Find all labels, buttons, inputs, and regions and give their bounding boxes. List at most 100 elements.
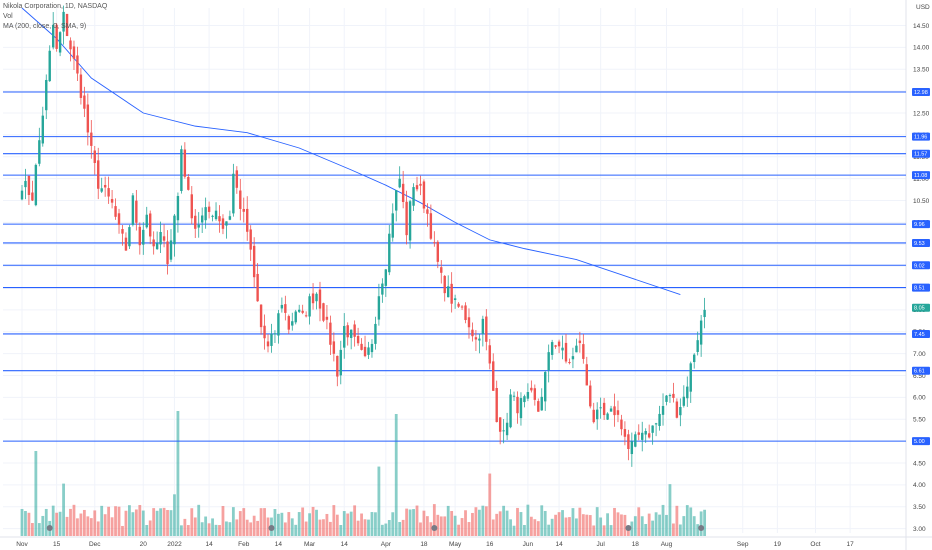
volume-bar bbox=[41, 515, 45, 536]
candle-body bbox=[83, 95, 86, 109]
candle-body bbox=[658, 413, 661, 426]
candle-body bbox=[280, 304, 284, 309]
volume-bar bbox=[678, 524, 682, 536]
candle-body bbox=[103, 184, 107, 188]
candle-body bbox=[512, 395, 516, 397]
candle-body bbox=[440, 267, 443, 273]
volume-bar bbox=[377, 466, 381, 536]
volume-bar bbox=[471, 512, 474, 536]
level-tag-bg bbox=[912, 238, 930, 247]
volume-bar bbox=[419, 522, 422, 536]
symbol-title[interactable]: Nikola Corporation, 1D, NASDAQ bbox=[3, 3, 108, 10]
split-marker-icon bbox=[46, 525, 53, 531]
level-price-tag: 9.96 bbox=[912, 220, 930, 229]
candle-body bbox=[367, 347, 370, 355]
candle-body bbox=[363, 346, 367, 357]
ma200-line bbox=[21, 7, 681, 295]
level-price-tag: 12.98 bbox=[912, 88, 930, 96]
volume-bar bbox=[561, 510, 564, 536]
price-tick-label: 10.50 bbox=[913, 198, 930, 205]
price-tick-label: 12.50 bbox=[913, 110, 930, 117]
price-axis[interactable]: 14.5014.0013.5013.0012.5012.0011.5011.00… bbox=[912, 23, 930, 533]
time-tick-label: Aug bbox=[661, 541, 673, 548]
volume-bar bbox=[287, 512, 291, 536]
currency-label: USD bbox=[916, 4, 930, 11]
time-tick-label: 18 bbox=[632, 541, 640, 548]
time-tick-label: 20 bbox=[140, 541, 148, 548]
volume-bar bbox=[349, 511, 353, 536]
volume-bar bbox=[93, 510, 97, 536]
candle-body bbox=[277, 313, 280, 336]
candle-body bbox=[259, 304, 263, 328]
volume-indicator-label[interactable]: Vol bbox=[3, 13, 13, 20]
volume-bar bbox=[547, 524, 551, 536]
volume-bar bbox=[588, 515, 592, 536]
volume-bar bbox=[651, 520, 655, 536]
volume-bar bbox=[283, 522, 287, 536]
candle-body bbox=[221, 218, 225, 229]
volume-bar bbox=[183, 518, 187, 536]
candle-body bbox=[641, 432, 644, 440]
candle-body bbox=[270, 333, 273, 346]
candle-body bbox=[488, 345, 491, 364]
candle-body bbox=[65, 13, 69, 37]
candle-body bbox=[675, 401, 679, 418]
candle-body bbox=[623, 429, 627, 437]
volume-bar bbox=[412, 509, 415, 536]
volume-bar bbox=[554, 514, 558, 536]
volume-bar bbox=[578, 507, 582, 536]
candle-body bbox=[284, 304, 287, 313]
candle-body bbox=[149, 213, 152, 237]
time-axis[interactable]: Nov 15 Dec 20 2022 14 Feb 14 Mar 14 Apr 18 May 16 Jun 1… bbox=[16, 541, 854, 548]
volume-bar bbox=[415, 505, 419, 536]
volume-bar bbox=[221, 506, 225, 536]
last-price-tag: 8.05 bbox=[912, 303, 930, 312]
candle-body bbox=[557, 341, 561, 347]
candle-body bbox=[471, 329, 474, 337]
candle-body bbox=[207, 206, 211, 212]
volume-bar bbox=[169, 510, 173, 536]
candle-body bbox=[568, 362, 571, 364]
volume-bar bbox=[62, 483, 65, 536]
candle-body bbox=[48, 50, 51, 82]
volume-bar bbox=[672, 523, 675, 536]
price-tick-label: 13.50 bbox=[913, 67, 930, 74]
volume-bar bbox=[637, 507, 641, 536]
candle-body bbox=[384, 269, 388, 286]
price-tick-label: 6.00 bbox=[913, 395, 926, 402]
volume-bar bbox=[266, 517, 270, 536]
candle-body bbox=[661, 406, 665, 415]
time-tick-label: 14 bbox=[555, 541, 563, 548]
volume-bar bbox=[474, 507, 478, 536]
volume-bar bbox=[138, 504, 142, 536]
volume-bar bbox=[408, 509, 412, 536]
candle-body bbox=[595, 409, 599, 420]
time-tick-label: May bbox=[449, 541, 462, 548]
volume-bar bbox=[20, 508, 24, 536]
candle-body bbox=[699, 320, 703, 345]
last-price-text: 8.05 bbox=[914, 306, 925, 312]
volume-bar bbox=[661, 504, 665, 536]
volume-bar bbox=[190, 508, 194, 536]
volume-bar bbox=[148, 520, 152, 536]
candle-body bbox=[322, 303, 325, 321]
candle-body bbox=[232, 173, 235, 214]
moving-average-line bbox=[21, 7, 681, 295]
volume-bar bbox=[405, 508, 409, 536]
candle-body bbox=[162, 236, 166, 241]
volume-bar bbox=[124, 510, 128, 536]
candle-body bbox=[79, 74, 83, 98]
volume-bar bbox=[568, 517, 571, 536]
candle-body bbox=[374, 323, 377, 344]
volume-bar bbox=[696, 524, 700, 536]
ma-indicator-label[interactable]: MA (200, close, 0, SMA, 9) bbox=[3, 23, 87, 30]
candle-body bbox=[353, 324, 356, 337]
candle-body bbox=[131, 195, 135, 225]
horizontal-levels[interactable] bbox=[3, 91, 906, 442]
volume-bar bbox=[460, 518, 464, 536]
candle-body bbox=[329, 322, 332, 345]
price-tick-label: 11.00 bbox=[913, 176, 929, 183]
volume-bar bbox=[238, 511, 242, 536]
candle-body bbox=[550, 342, 554, 355]
